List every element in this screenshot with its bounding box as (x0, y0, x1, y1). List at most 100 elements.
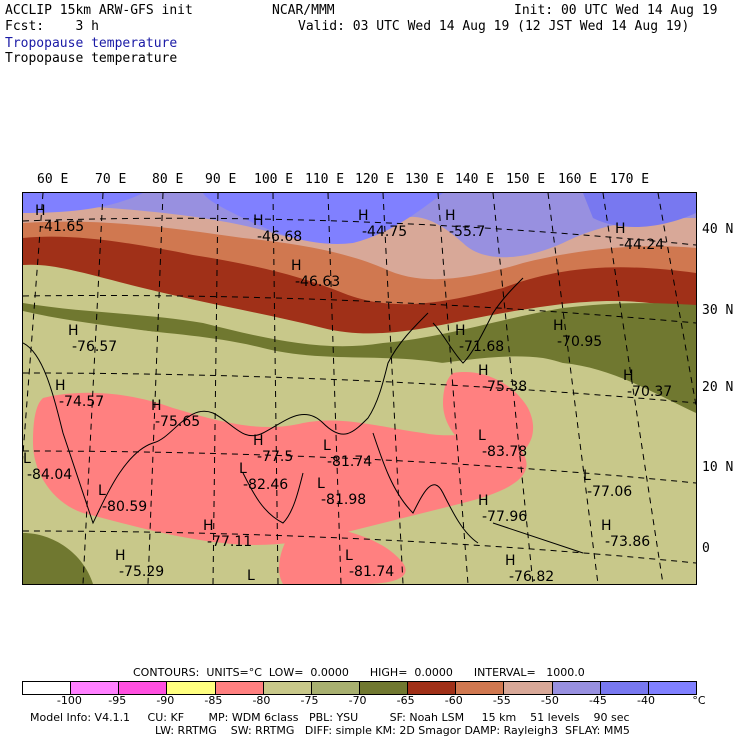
band-minus-45-east (583, 193, 696, 228)
field-title-shaded: Tropopause temperature (5, 36, 178, 51)
extremum-value: -74.57 (59, 394, 105, 410)
legend-tick: -40 (637, 694, 655, 707)
extremum-value: -81.74 (327, 454, 373, 470)
legend-swatch (23, 682, 72, 694)
extremum-value: -80.59 (102, 499, 148, 515)
legend-swatch (71, 682, 120, 694)
extremum-value: -77.96 (482, 509, 528, 525)
legend-tick: -65 (396, 694, 415, 707)
legend-swatch (648, 682, 696, 694)
map-panel: H -41.65 H -46.68 H -44.75 H -55.7 H -44.24 H -46.6… (22, 192, 697, 585)
high-marker: H (445, 208, 456, 224)
longitude-label: 90 E (205, 172, 237, 187)
physics-info: LW: RRTMG SW: RRTMG DIFF: simple KM: 2D … (155, 724, 630, 737)
longitude-label: 80 E (152, 172, 184, 187)
legend-swatch (263, 682, 312, 694)
extremum-value: -75.38 (482, 379, 528, 395)
longitude-label: 160 E (558, 172, 598, 187)
high-marker: H (478, 493, 489, 509)
high-marker: H (115, 548, 126, 564)
extremum-value: -77.5 (257, 449, 294, 465)
legend-tick: -60 (444, 694, 463, 707)
legend-swatch (456, 682, 505, 694)
band-minus-45-west (23, 193, 143, 213)
cold-region-philippine-sea (443, 372, 534, 459)
field-title-contour: Tropopause temperature (5, 51, 178, 66)
init-time: Init: 00 UTC Wed 14 Aug 19 (514, 3, 718, 18)
low-marker: L (23, 451, 31, 467)
legend-tick: -80 (252, 694, 271, 707)
tropopause-temperature-map (23, 193, 696, 584)
longitude-label: 140 E (455, 172, 495, 187)
cold-region-south (279, 523, 406, 584)
legend-tick: -50 (540, 694, 559, 707)
high-marker: H (615, 221, 626, 237)
low-marker: L (247, 568, 255, 584)
high-marker: H (455, 323, 466, 339)
extremum-value: -81.98 (321, 492, 367, 508)
legend-swatch (552, 682, 601, 694)
extremum-value: -84.04 (27, 467, 73, 483)
longitude-label: 130 E (405, 172, 445, 187)
legend-swatch (408, 682, 457, 694)
legend-swatch (359, 682, 409, 694)
extremum-value: -71.68 (459, 339, 505, 355)
low-marker: L (345, 548, 353, 564)
latitude-label: 20 N (702, 380, 734, 395)
low-marker: L (323, 438, 331, 454)
extremum-value: -44.24 (619, 237, 665, 253)
low-marker: L (98, 483, 106, 499)
high-marker: H (151, 398, 162, 414)
low-marker: L (239, 461, 247, 477)
extremum-value: -70.95 (557, 334, 603, 350)
extremum-value: -76.57 (72, 339, 118, 355)
legend-tick: -45 (588, 694, 607, 707)
longitude-label: 170 E (610, 172, 650, 187)
extremum-value: -77.06 (587, 484, 633, 500)
longitude-label: 60 E (37, 172, 69, 187)
model-title: ACCLIP 15km ARW-GFS init (5, 3, 193, 18)
extremum-value: -75.65 (155, 414, 201, 430)
latitude-label: 30 N (702, 303, 734, 318)
legend-tick: -100 (56, 694, 82, 707)
color-legend (22, 681, 697, 695)
legend-tick: -95 (108, 694, 127, 707)
valid-time: Valid: 03 UTC Wed 14 Aug 19 (12 JST Wed … (298, 19, 690, 34)
legend-tick: -85 (204, 694, 223, 707)
high-marker: H (601, 518, 612, 534)
legend-swatch (600, 682, 649, 694)
extremum-value: -55.7 (449, 224, 486, 240)
forecast-hour: Fcst: 3 h (5, 19, 99, 34)
legend-tick: -75 (300, 694, 319, 707)
low-marker: L (478, 428, 486, 444)
extremum-value: -46.68 (257, 229, 303, 245)
low-marker: L (583, 468, 591, 484)
center-label: NCAR/MMM (272, 3, 335, 18)
extremum-value: -76.82 (509, 569, 555, 585)
legend-swatch (311, 682, 360, 694)
high-marker: H (553, 318, 564, 334)
extremum-value: -82.46 (243, 477, 289, 493)
band-minus-70 (23, 303, 696, 413)
extremum-value: -75.29 (119, 564, 165, 580)
band-minus-45-center (203, 193, 443, 244)
high-marker: H (478, 363, 489, 379)
model-info: Model Info: V4.1.1 CU: KF MP: WDM 6class… (30, 711, 630, 724)
high-marker: H (358, 208, 369, 224)
high-marker: H (203, 518, 214, 534)
extremum-value: -73.86 (605, 534, 651, 550)
latitude-label: 0 (702, 541, 710, 556)
high-marker: H (505, 553, 516, 569)
high-marker: H (68, 323, 79, 339)
extremum-value: -81.74 (349, 564, 395, 580)
legend-tick: -70 (348, 694, 367, 707)
longitude-label: 120 E (355, 172, 395, 187)
legend-swatch (215, 682, 264, 694)
extremum-value: -41.65 (39, 219, 85, 235)
cold-region-bay-of-bengal (33, 392, 527, 545)
graticule (23, 193, 696, 584)
longitude-label: 100 E (254, 172, 294, 187)
extremum-value: -46.63 (295, 274, 341, 290)
high-marker: H (253, 433, 264, 449)
band-sw-corner (23, 533, 93, 584)
